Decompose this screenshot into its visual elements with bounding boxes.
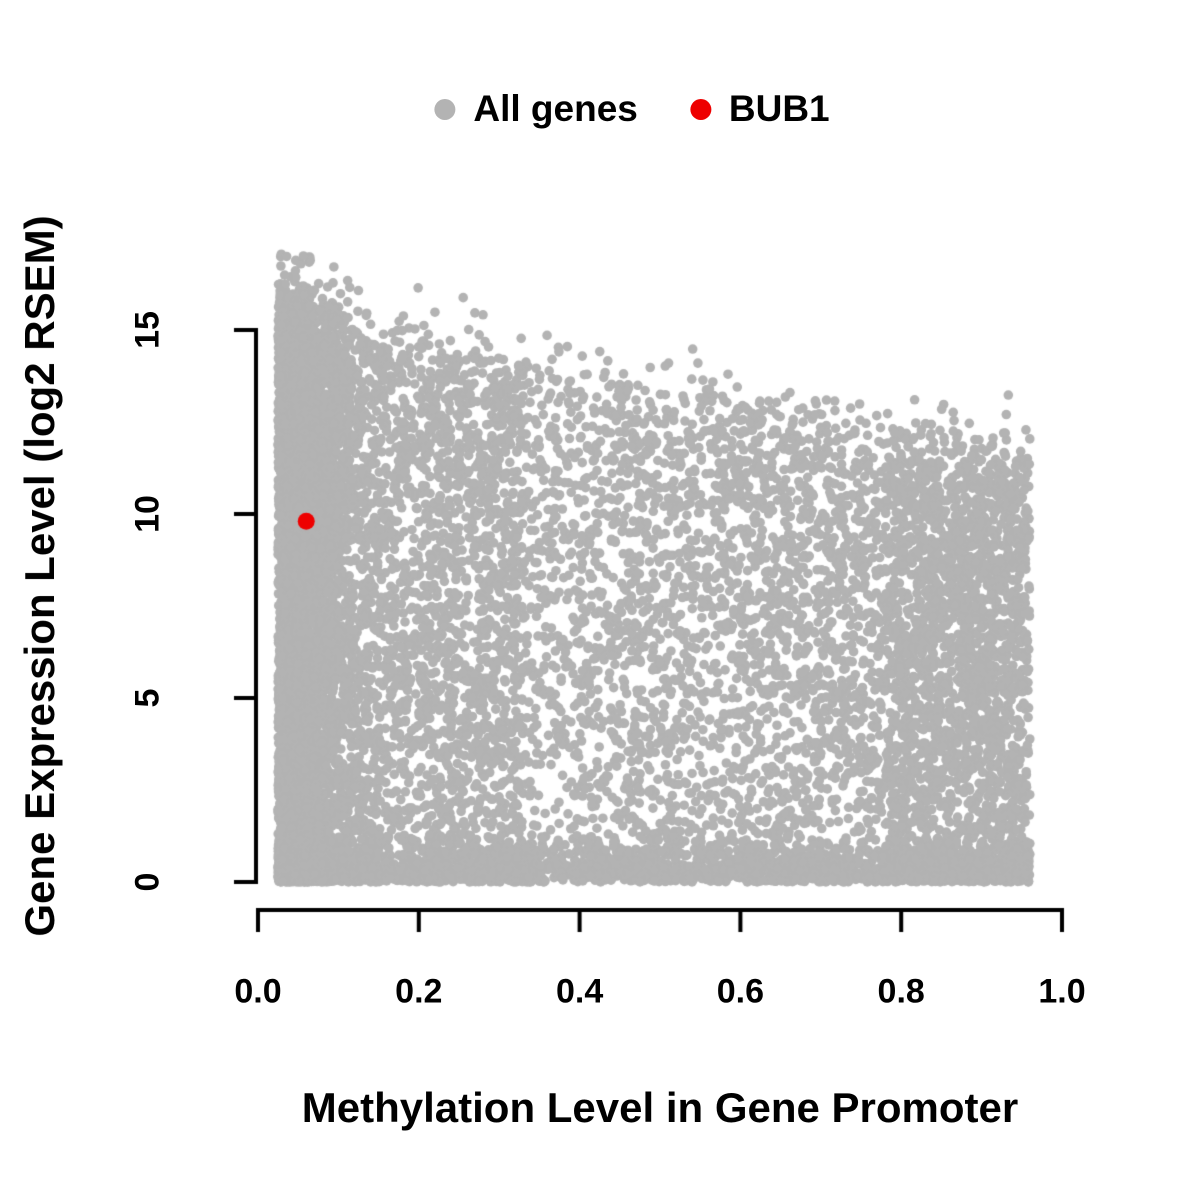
x-tick-label-5: 1.0 xyxy=(1038,972,1086,1011)
legend: All genes BUB1 xyxy=(434,88,830,130)
y-axis-title: Gene Expression Level (log2 RSEM) xyxy=(16,215,63,937)
y-tick-label-2: 10 xyxy=(128,495,167,533)
x-axis-title: Methylation Level in Gene Promoter xyxy=(301,1084,1019,1131)
y-tick-label-1: 5 xyxy=(128,688,167,708)
y-tick-label-0: 0 xyxy=(128,872,167,892)
legend-label-bub1: BUB1 xyxy=(728,88,830,129)
legend-item-all-genes: All genes xyxy=(434,88,638,130)
x-tick-label-0: 0.0 xyxy=(234,972,282,1011)
legend-item-bub1: BUB1 xyxy=(689,88,830,130)
x-tick-label-4: 0.8 xyxy=(877,972,925,1011)
legend-label-all-genes: All genes xyxy=(473,88,638,129)
all-genes-dot-icon xyxy=(434,98,456,120)
x-tick-label-3: 0.6 xyxy=(716,972,765,1011)
bub1-dot-icon xyxy=(689,98,711,120)
x-tick-label-2: 0.4 xyxy=(555,972,604,1011)
y-tick-label-3: 15 xyxy=(128,311,167,349)
x-tick-label-1: 0.2 xyxy=(395,972,443,1011)
